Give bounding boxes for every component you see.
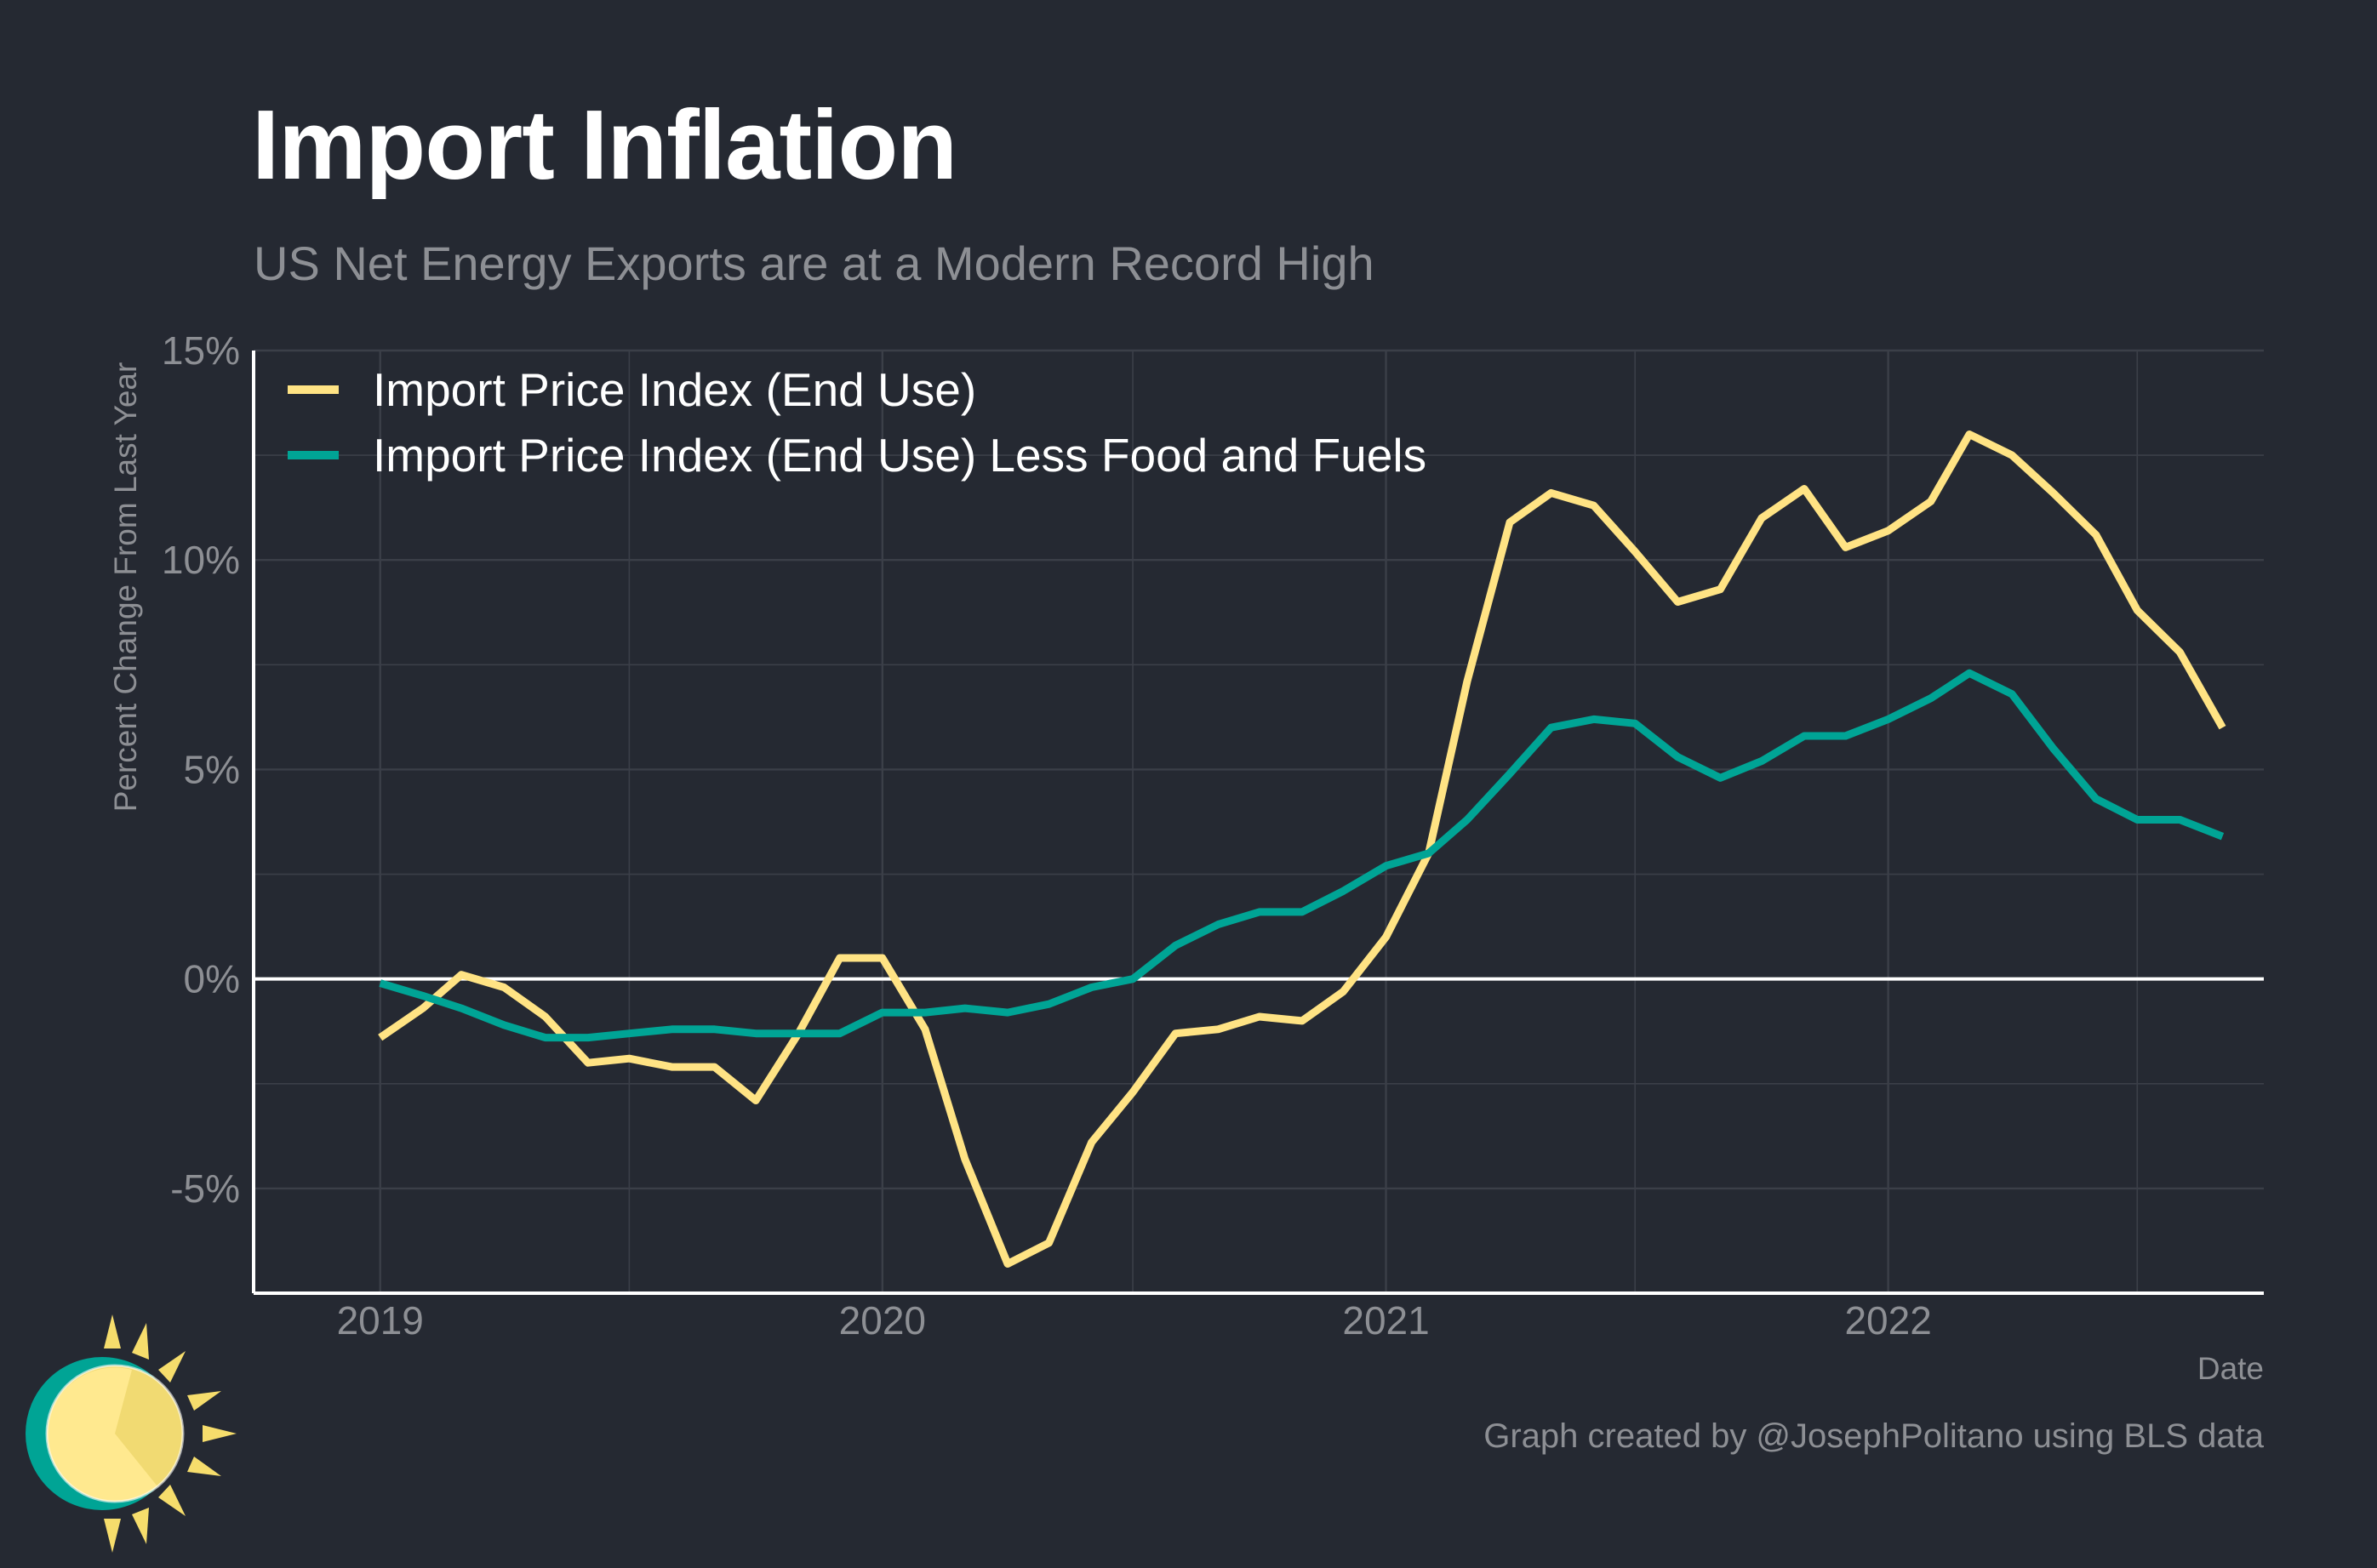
y-tick-labels: -5% 0% 5% 10% 15% bbox=[162, 328, 240, 1211]
sun-highlight bbox=[47, 1367, 157, 1502]
series-lines bbox=[378, 430, 2226, 1268]
y-tick-label: 15% bbox=[162, 328, 240, 373]
y-tick-label: 5% bbox=[184, 747, 240, 791]
legend: Import Price Index (End Use) Import Pric… bbox=[288, 363, 1426, 482]
sun-logo-icon bbox=[26, 1314, 237, 1553]
legend-label-import-price-index: Import Price Index (End Use) bbox=[373, 363, 976, 416]
x-tick-label: 2021 bbox=[1342, 1298, 1429, 1343]
series-line-import-price-index bbox=[378, 430, 2226, 1268]
source-caption: Graph created by @JosephPolitano using B… bbox=[1483, 1417, 2264, 1455]
x-tick-labels: 2019 2020 2021 2022 bbox=[337, 1298, 1932, 1343]
page-subtitle: US Net Energy Exports are at a Modern Re… bbox=[254, 237, 1374, 290]
sun-rays bbox=[104, 1314, 237, 1553]
grid-lines bbox=[254, 349, 2264, 1293]
y-axis-label: Percent Change From Last Year bbox=[108, 362, 143, 813]
x-tick-label: 2019 bbox=[337, 1298, 424, 1343]
legend-label-import-less-food-fuels: Import Price Index (End Use) Less Food a… bbox=[373, 429, 1426, 482]
series-line-import-less-food-fuels bbox=[379, 669, 2225, 1042]
y-tick-label: 10% bbox=[162, 538, 240, 582]
x-axis-label: Date bbox=[2197, 1351, 2264, 1386]
x-tick-label: 2022 bbox=[1844, 1298, 1931, 1343]
y-tick-label: 0% bbox=[184, 957, 240, 1001]
page-title: Import Inflation bbox=[252, 89, 957, 200]
x-tick-label: 2020 bbox=[839, 1298, 926, 1343]
y-tick-label: -5% bbox=[170, 1166, 240, 1211]
